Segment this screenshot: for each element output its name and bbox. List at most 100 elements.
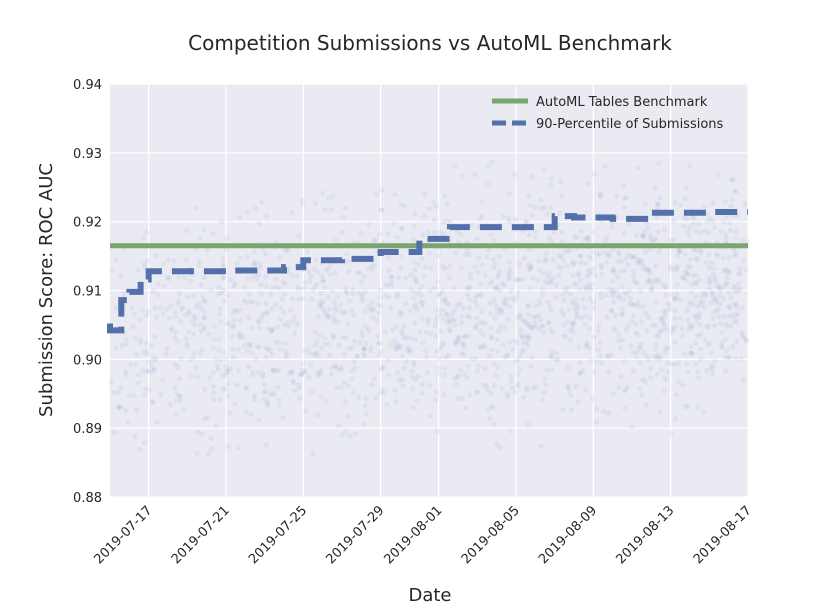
scatter-point bbox=[628, 254, 634, 260]
scatter-point bbox=[397, 309, 403, 315]
scatter-point bbox=[172, 334, 178, 341]
scatter-point bbox=[521, 333, 527, 339]
scatter-point bbox=[674, 295, 680, 301]
scatter-point bbox=[652, 185, 658, 191]
scatter-point bbox=[529, 213, 535, 219]
scatter-point bbox=[647, 236, 654, 242]
scatter-point bbox=[371, 238, 377, 244]
scatter-point bbox=[431, 285, 437, 291]
scatter-point bbox=[141, 261, 147, 267]
scatter-point bbox=[670, 236, 677, 243]
scatter-point bbox=[521, 318, 527, 324]
scatter-point bbox=[479, 213, 485, 220]
scatter-point bbox=[365, 266, 371, 272]
scatter-point bbox=[220, 260, 227, 267]
scatter-point bbox=[535, 312, 542, 319]
scatter-point bbox=[599, 265, 605, 271]
scatter-point bbox=[498, 307, 504, 313]
scatter-point bbox=[691, 215, 697, 221]
scatter-point bbox=[680, 275, 686, 281]
scatter-point bbox=[505, 272, 511, 278]
scatter-point bbox=[569, 325, 575, 331]
scatter-point bbox=[464, 286, 470, 292]
scatter-point bbox=[453, 381, 459, 387]
scatter-point bbox=[717, 287, 723, 293]
scatter-point bbox=[663, 308, 669, 314]
scatter-point bbox=[595, 252, 601, 258]
y-tick-label: 0.89 bbox=[73, 422, 102, 437]
scatter-point bbox=[625, 262, 631, 268]
scatter-point bbox=[578, 370, 584, 376]
scatter-point bbox=[365, 304, 371, 310]
scatter-point bbox=[654, 279, 661, 285]
scatter-point bbox=[491, 360, 497, 366]
scatter-point bbox=[500, 341, 506, 347]
scatter-point bbox=[391, 338, 397, 344]
scatter-point bbox=[662, 283, 668, 289]
scatter-point bbox=[689, 214, 695, 220]
scatter-point bbox=[524, 387, 530, 393]
scatter-point bbox=[685, 317, 691, 323]
scatter-point bbox=[501, 282, 508, 288]
scatter-point bbox=[542, 204, 548, 210]
scatter-point bbox=[488, 325, 494, 331]
scatter-point bbox=[299, 197, 305, 203]
scatter-point bbox=[232, 401, 238, 407]
scatter-point bbox=[461, 352, 467, 358]
scatter-point bbox=[541, 167, 547, 174]
scatter-point bbox=[525, 421, 531, 427]
scatter-point bbox=[289, 272, 295, 278]
scatter-point bbox=[428, 265, 434, 272]
scatter-point bbox=[251, 396, 258, 403]
scatter-point bbox=[664, 376, 670, 383]
scatter-point bbox=[425, 320, 431, 326]
percentile-line bbox=[107, 209, 748, 334]
scatter-point bbox=[218, 218, 225, 225]
scatter-point bbox=[693, 294, 699, 300]
scatter-point bbox=[282, 340, 289, 346]
scatter-point bbox=[331, 314, 337, 321]
scatter-point bbox=[527, 324, 533, 330]
scatter-point bbox=[577, 253, 583, 259]
scatter-point bbox=[693, 361, 699, 367]
scatter-point bbox=[718, 321, 724, 327]
scatter-point bbox=[517, 313, 523, 319]
scatter-point bbox=[647, 233, 654, 239]
scatter-point bbox=[427, 206, 433, 212]
scatter-point bbox=[199, 306, 205, 312]
scatter-point bbox=[712, 224, 718, 230]
scatter-point bbox=[343, 288, 349, 294]
scatter-point bbox=[210, 383, 216, 389]
scatter-point bbox=[478, 198, 485, 204]
scatter-point bbox=[136, 380, 142, 386]
scatter-point bbox=[361, 346, 367, 352]
scatter-point bbox=[693, 247, 699, 253]
scatter-point bbox=[728, 323, 734, 329]
scatter-point bbox=[564, 384, 570, 390]
scatter-point bbox=[321, 307, 327, 313]
scatter-point bbox=[489, 159, 495, 165]
scatter-point bbox=[415, 373, 421, 380]
scatter-point bbox=[591, 368, 597, 375]
scatter-point bbox=[702, 337, 708, 343]
scatter-point bbox=[376, 310, 382, 316]
scatter-point bbox=[621, 230, 628, 236]
scatter-point bbox=[520, 276, 526, 282]
scatter-point bbox=[404, 335, 410, 341]
scatter-point bbox=[431, 230, 437, 236]
scatter-point bbox=[412, 211, 418, 217]
scatter-point bbox=[742, 201, 748, 207]
scatter-point bbox=[273, 285, 279, 291]
scatter-point bbox=[679, 325, 685, 331]
scatter-point bbox=[718, 229, 724, 235]
scatter-point bbox=[183, 257, 190, 263]
scatter-point bbox=[421, 191, 427, 197]
x-axis-label: Date bbox=[408, 585, 451, 606]
scatter-point bbox=[654, 204, 660, 210]
scatter-point bbox=[618, 373, 624, 379]
scatter-point bbox=[330, 193, 336, 199]
scatter-point bbox=[263, 251, 269, 257]
scatter-point bbox=[410, 404, 416, 411]
scatter-point bbox=[733, 235, 739, 241]
scatter-point bbox=[504, 296, 510, 302]
